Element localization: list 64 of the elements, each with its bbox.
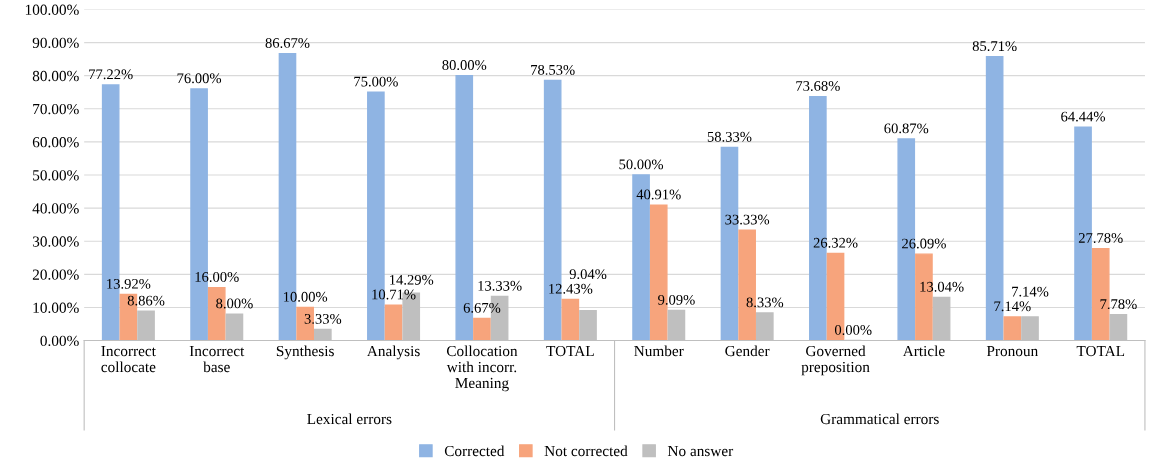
y-tick-label: 30.00% [32,236,79,247]
data-label: 7.14% [994,301,1031,312]
legend-label: Not corrected [544,445,628,457]
data-label: 76.00% [177,73,222,84]
data-label: 26.32% [813,237,858,248]
y-tick-label: 40.00% [32,203,79,214]
data-label: 9.09% [658,294,695,305]
x-tick-label: Pronoun [986,346,1038,357]
data-label: 27.78% [1078,233,1123,243]
data-label: 58.33% [707,131,752,142]
x-tick-label: Number [634,345,684,357]
data-label: 13.92% [107,278,151,289]
data-label: 9.04% [569,269,607,280]
data-label: 10.71% [372,289,416,300]
data-label: 7.78% [1100,299,1137,310]
x-tick-label: Collocation with incorr. Meaning [446,345,518,392]
data-label: 8.33% [746,297,784,308]
y-tick-label: 20.00% [32,269,79,280]
x-tick-label: Gender [725,345,770,357]
y-tick-label: 90.00% [32,37,79,49]
data-label: 86.67% [265,38,310,48]
data-label: 12.43% [549,283,593,294]
x-tick-label: Incorrect collocate [101,346,156,373]
data-label: 13.33% [478,280,522,291]
x-tick-label: TOTAL [1076,345,1125,357]
data-label: 0.00% [834,324,872,335]
x-tick-label: Governed preposition [801,345,870,376]
data-label: 3.33% [304,313,342,324]
legend-label: Corrected [444,445,505,457]
data-label: 80.00% [442,60,487,70]
data-label: 78.53% [531,64,575,75]
data-label: 77.22% [89,69,133,80]
y-tick-label: 50.00% [33,170,79,181]
data-label: 85.71% [972,41,1017,52]
data-label: 60.87% [884,123,929,134]
data-label: 50.00% [619,159,664,170]
y-tick-label: 0.00% [40,335,79,347]
y-tick-label: 10.00% [33,302,79,313]
x-tick-label: Incorrect base [189,346,245,373]
data-label: 14.29% [390,274,434,285]
data-label: 75.00% [354,76,398,87]
data-label: 64.44% [1061,111,1106,122]
data-label: 13.04% [920,281,964,292]
x-tick-label: Analysis [366,345,420,360]
y-tick-label: 70.00% [33,103,79,115]
data-label: 7.14% [1012,286,1049,297]
data-label: 8.00% [216,298,253,309]
data-label: 40.91% [636,189,681,200]
data-label: 8.86% [127,295,165,306]
y-tick-label: 80.00% [32,70,79,82]
data-label: 73.68% [796,81,840,91]
data-label: 16.00% [195,272,239,282]
data-label: 26.09% [902,238,946,249]
y-tick-label: 60.00% [32,137,79,148]
text: Lexical errors [307,413,392,425]
text: Grammatical errors [820,413,939,425]
data-label: 33.33% [725,214,770,225]
y-tick-label: 100.00% [25,4,79,15]
x-tick-label: TOTAL [546,345,594,357]
x-tick-label: Synthesis [276,345,334,360]
legend-label: No answer [667,445,734,457]
data-label: 10.00% [283,291,328,302]
data-label: 6.67% [463,302,501,313]
x-tick-label: Article [902,345,945,357]
